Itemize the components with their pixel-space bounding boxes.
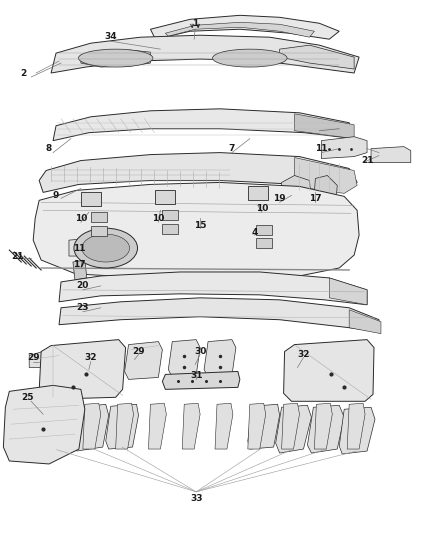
Polygon shape (39, 152, 357, 192)
Text: 15: 15 (194, 221, 206, 230)
Text: 11: 11 (73, 244, 85, 253)
Polygon shape (69, 238, 97, 256)
Polygon shape (83, 403, 101, 449)
Polygon shape (49, 403, 67, 449)
Polygon shape (339, 407, 375, 454)
Text: 10: 10 (255, 204, 268, 213)
Ellipse shape (78, 49, 153, 67)
Polygon shape (314, 403, 332, 449)
Polygon shape (124, 342, 162, 379)
Text: 30: 30 (194, 347, 206, 356)
Polygon shape (150, 15, 339, 39)
Polygon shape (168, 340, 200, 377)
Polygon shape (307, 405, 344, 453)
Polygon shape (248, 403, 266, 449)
Polygon shape (116, 403, 134, 449)
Polygon shape (73, 260, 87, 280)
Polygon shape (347, 403, 365, 449)
Text: 21: 21 (11, 252, 24, 261)
Polygon shape (59, 298, 379, 332)
Bar (162, 224, 178, 234)
Polygon shape (283, 340, 374, 401)
Polygon shape (371, 147, 411, 163)
Ellipse shape (74, 228, 138, 268)
Polygon shape (204, 340, 236, 377)
Text: 25: 25 (21, 393, 33, 402)
Text: 17: 17 (73, 260, 85, 269)
Text: 2: 2 (20, 69, 26, 77)
Text: 34: 34 (104, 31, 117, 41)
Polygon shape (37, 405, 77, 454)
Text: 4: 4 (251, 228, 258, 237)
Bar (256, 238, 272, 248)
Text: 17: 17 (309, 194, 321, 203)
Polygon shape (162, 372, 240, 389)
Polygon shape (148, 403, 166, 449)
Text: 32: 32 (297, 350, 310, 359)
Polygon shape (294, 158, 357, 193)
Bar (248, 187, 268, 200)
Polygon shape (81, 50, 150, 67)
Bar (81, 192, 101, 206)
Polygon shape (314, 175, 337, 215)
Text: 29: 29 (132, 347, 145, 356)
Text: 31: 31 (190, 371, 202, 380)
Ellipse shape (212, 49, 287, 67)
Polygon shape (39, 340, 126, 399)
Text: 7: 7 (229, 144, 235, 153)
Text: 33: 33 (190, 494, 202, 503)
Polygon shape (165, 22, 314, 37)
Polygon shape (182, 403, 200, 449)
Polygon shape (329, 278, 367, 305)
Text: 11: 11 (315, 144, 328, 153)
Polygon shape (349, 310, 381, 334)
Polygon shape (321, 136, 367, 158)
Polygon shape (282, 403, 300, 449)
Text: 20: 20 (77, 281, 89, 290)
Text: 10: 10 (75, 214, 87, 223)
Bar (162, 211, 178, 220)
Polygon shape (51, 35, 359, 73)
Polygon shape (33, 182, 359, 278)
Bar (256, 225, 272, 235)
Text: 1: 1 (192, 19, 198, 28)
Text: 9: 9 (53, 191, 59, 200)
Text: 29: 29 (27, 353, 39, 362)
Text: 21: 21 (361, 156, 373, 165)
Bar (155, 190, 175, 204)
Ellipse shape (82, 234, 130, 262)
Text: 23: 23 (77, 303, 89, 312)
Polygon shape (248, 404, 279, 449)
Text: 10: 10 (152, 214, 165, 223)
Polygon shape (4, 385, 85, 464)
Polygon shape (215, 403, 233, 449)
Text: 32: 32 (85, 353, 97, 362)
Bar (91, 212, 107, 222)
Polygon shape (59, 272, 367, 305)
Polygon shape (53, 109, 354, 141)
Text: 8: 8 (46, 144, 52, 153)
Polygon shape (279, 175, 311, 211)
Polygon shape (106, 404, 138, 449)
Polygon shape (276, 405, 311, 453)
Bar (91, 226, 107, 236)
Polygon shape (29, 348, 63, 367)
Polygon shape (73, 404, 109, 451)
Text: 19: 19 (273, 194, 286, 203)
Polygon shape (294, 114, 354, 139)
Polygon shape (279, 45, 354, 69)
